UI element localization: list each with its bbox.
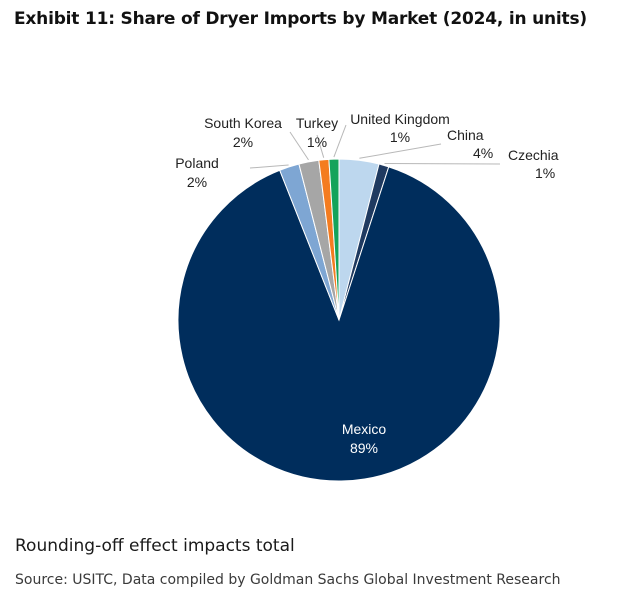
slice-name-mexico: Mexico (342, 421, 387, 437)
leader-line-south-korea (289, 131, 309, 161)
slice-name-china: China (447, 127, 484, 143)
leader-lines (249, 124, 501, 169)
pie-slice-united-kingdom (328, 158, 340, 321)
pie-chart-area: China 4% Czechia 1% Mexico 89% Poland 2% South K… (0, 60, 620, 520)
slice-name-united-kingdom: United Kingdom (350, 111, 450, 127)
slice-labels: China 4% Czechia 1% Mexico 89% Poland 2% South K… (175, 111, 559, 456)
slice-value-poland: 2% (187, 174, 207, 190)
slice-name-south-korea: South Korea (204, 115, 282, 131)
chart-title: Exhibit 11: Share of Dryer Imports by Ma… (14, 9, 587, 29)
pie-chart: China 4% Czechia 1% Mexico 89% Poland 2% South K… (175, 111, 559, 482)
slice-name-turkey: Turkey (296, 115, 338, 131)
leader-line-turkey (316, 134, 325, 158)
source-note: Source: USITC, Data compiled by Goldman … (15, 572, 561, 588)
slice-value-china: 4% (473, 145, 493, 161)
slice-value-south-korea: 2% (233, 134, 253, 150)
leader-line-poland (249, 164, 289, 169)
rounding-note: Rounding-off effect impacts total (15, 536, 295, 556)
slice-value-czechia: 1% (535, 165, 555, 181)
leader-line-czechia (384, 163, 501, 165)
pie-slice-mexico (177, 166, 501, 482)
slice-value-united-kingdom: 1% (390, 129, 410, 145)
pie-slices (177, 158, 501, 482)
slice-name-poland: Poland (175, 155, 219, 171)
slice-value-turkey: 1% (307, 134, 327, 150)
slice-name-czechia: Czechia (508, 147, 559, 163)
slice-value-mexico: 89% (350, 440, 378, 456)
leader-line-united-kingdom (333, 124, 347, 158)
leader-line-china (359, 143, 442, 159)
